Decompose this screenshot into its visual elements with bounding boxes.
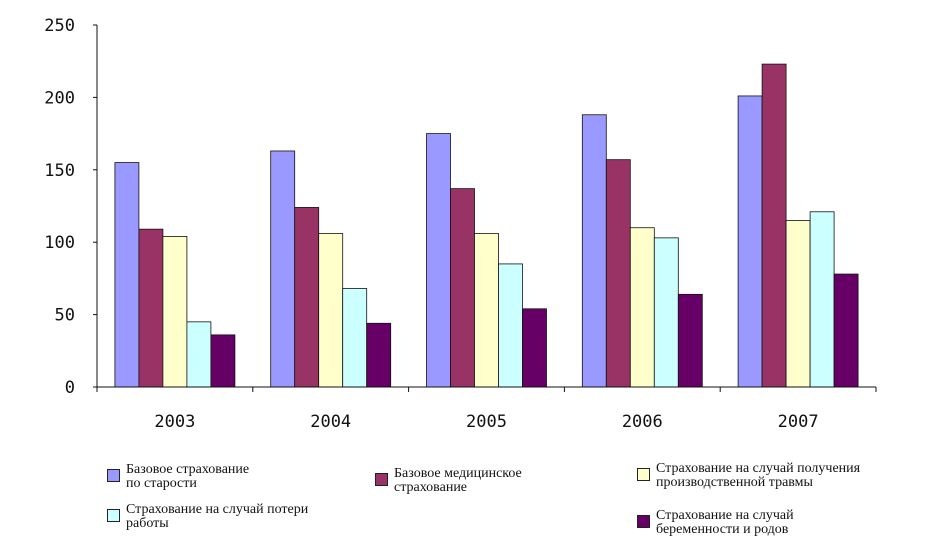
y-tick-label: 250 [44,16,75,36]
bar-series-1-2007 [761,63,787,388]
legend-swatch-injury [637,468,650,481]
y-tick-label: 150 [44,161,75,181]
legend-item-maternity: Страхование на случай беременности и род… [637,509,794,537]
y-axis: 0 50 100 150 200 250 [44,16,98,398]
legend-label-medical: Базовое медицинское страхование [394,466,522,495]
legend-item-old-age: Базовое страхование по старости [107,463,249,491]
legend-label-unemployment: Страхование на случай потери работы [126,502,309,531]
bar-series-3-2004 [342,288,368,388]
y-tick-label: 100 [44,233,75,253]
legend-swatch-maternity [637,515,650,528]
bar-series-0-2006 [581,114,607,388]
bar-series-1-2006 [605,159,631,388]
bar-series-4-2007 [833,273,859,388]
x-axis: 2003 2004 2005 2006 2007 [96,386,877,432]
bar-series-2-2006 [629,227,655,388]
bar-series-2-2007 [785,220,811,388]
bar-series-0-2007 [737,95,763,388]
x-category-label: 2003 [154,412,195,432]
legend-swatch-medical [375,473,388,486]
bar-series-0-2004 [270,150,296,388]
bar-series-4-2006 [677,293,703,388]
bar-series-1-2005 [450,188,475,388]
legend-label-maternity: Страхование на случай беременности и род… [656,508,794,537]
bar-series-2-2003 [162,236,188,388]
legend-item-medical: Базовое медицинское страхование [375,467,522,495]
bar-series-4-2003 [210,334,236,388]
legend-item-unemployment: Страхование на случай потери работы [107,503,308,531]
bar-series-3-2006 [653,237,679,388]
legend-label-old-age: Базовое страхование по старости [126,462,250,491]
bar-series-4-2005 [522,308,547,388]
x-category-label: 2005 [466,412,507,432]
legend-item-injury: Страхование на случай получения производ… [637,462,860,490]
x-category-label: 2006 [622,412,663,432]
y-tick-label: 200 [44,88,75,108]
y-tick-label: 50 [55,306,75,326]
bar-series-2-2005 [474,233,499,388]
bar-series-0-2003 [114,162,140,388]
legend-swatch-unemployment [107,509,120,522]
bar-series-1-2004 [294,207,320,388]
bar-series-3-2005 [498,263,523,388]
legend-swatch-old-age [107,469,120,482]
bar-series-1-2003 [138,228,164,388]
bar-series-3-2003 [186,321,212,388]
bars [114,63,859,388]
bar-series-3-2007 [809,211,835,388]
x-category-label: 2004 [310,412,351,432]
bar-series-0-2005 [426,133,451,388]
legend-label-injury: Страхование на случай получения производ… [656,461,861,490]
bar-series-2-2004 [318,233,344,388]
bar-series-4-2004 [366,322,392,388]
y-tick-label: 0 [65,378,75,398]
x-category-label: 2007 [778,412,819,432]
